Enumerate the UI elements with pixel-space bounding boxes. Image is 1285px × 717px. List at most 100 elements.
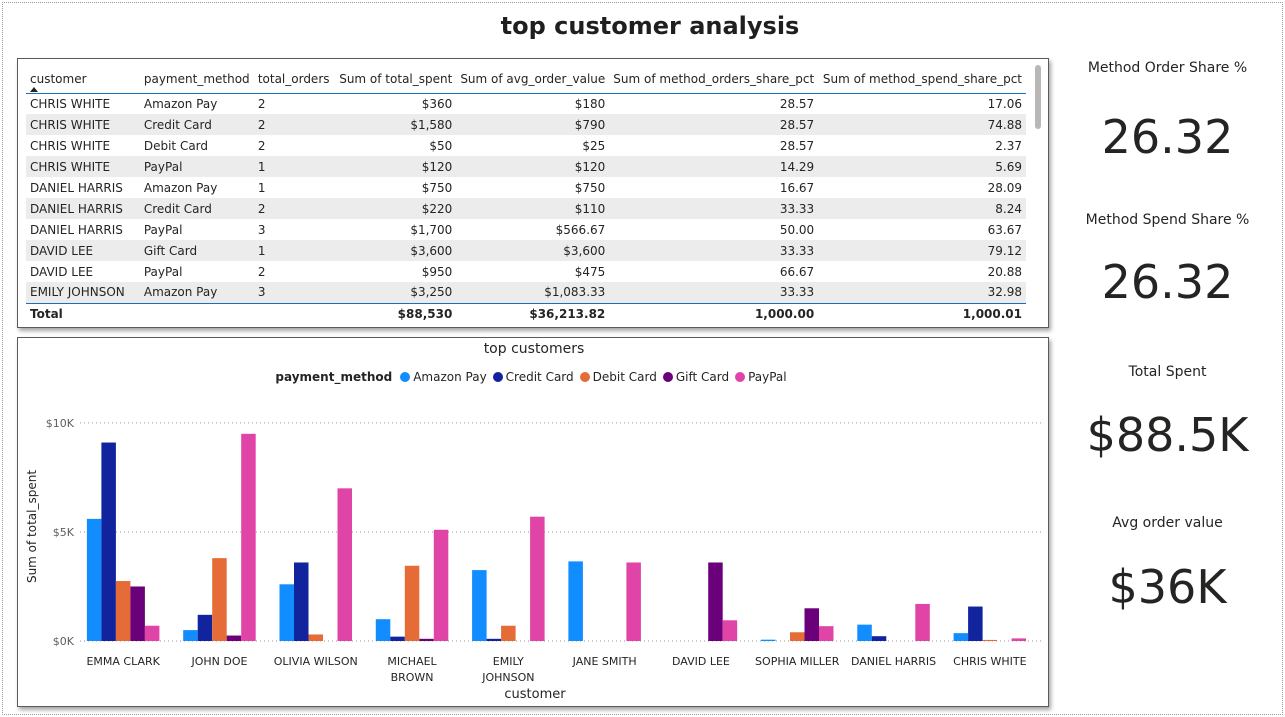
bar-amazon-pay (183, 630, 198, 641)
x-tick-label: BROWN (391, 671, 434, 684)
bar-gift-card (708, 562, 723, 641)
bar-debit-card (501, 625, 516, 641)
x-tick-label: DANIEL HARRIS (851, 655, 936, 668)
legend-item[interactable]: Credit Card (492, 370, 574, 384)
column-header-orders-share[interactable]: Sum of method_orders_share_pct (613, 71, 815, 86)
table-cell: DANIEL HARRIS (30, 180, 123, 195)
table-cell: $120 (456, 156, 610, 177)
table-cell: DAVID LEE (30, 264, 94, 279)
table-cell: 17.06 (987, 96, 1022, 111)
bar-debit-card (404, 565, 420, 641)
legend-dot-icon (662, 372, 673, 382)
y-tick-label: $0K (53, 635, 75, 648)
bar-credit-card (486, 638, 502, 641)
bar-paypal (337, 488, 352, 641)
x-tick-label: DAVID LEE (672, 655, 730, 668)
table-cell: $475 (574, 264, 606, 279)
legend-dot-icon (400, 372, 411, 382)
table-cell: Amazon Pay (143, 96, 218, 111)
top-customers-chart-visual[interactable]: $0K $5K $10K Sum of total_spent customer EMMA… (17, 337, 1049, 707)
table-cell: PayPal (143, 222, 183, 237)
x-tick-label: JANE SMITH (572, 655, 637, 668)
table-row[interactable]: CHRIS WHITE PayPal 1 $120 $120 14.29 5.69 (26, 156, 1026, 177)
table-cell: 14.29 (609, 156, 819, 177)
bar-debit-card (212, 558, 227, 641)
table-cell: 28.57 (609, 114, 819, 135)
y-tick-label: $10K (46, 417, 75, 430)
bar-credit-card (197, 614, 213, 641)
table-row[interactable]: CHRIS WHITE Amazon Pay 2 $360 $180 28.57 17.06 (26, 93, 1026, 114)
bar-paypal (819, 626, 834, 641)
bar-credit-card (390, 636, 405, 641)
column-header-spend-share[interactable]: Sum of method_spend_share_pct (822, 71, 1022, 86)
table-cell: 2 (257, 138, 266, 153)
table-cell: 8.24 (818, 198, 1026, 219)
table-row[interactable]: DAVID LEE Gift Card 1 $3,600 $3,600 33.33 79.1… (26, 240, 1026, 261)
table-scrollbar[interactable] (1035, 65, 1041, 129)
table-row[interactable]: CHRIS WHITE Credit Card 2 $1,580 $790 28.57 74… (26, 114, 1026, 135)
table-header-row: customer payment_method total_orders Sum… (26, 65, 1026, 93)
bar-amazon-pay (568, 561, 583, 641)
bar-amazon-pay (279, 584, 294, 641)
table-cell: $790 (456, 114, 610, 135)
table-cell: 2 (257, 96, 266, 111)
table-cell: $1,083.33 (456, 282, 610, 303)
table-cell: 50.00 (779, 222, 815, 237)
x-tick-label: SOPHIA MILLER (755, 655, 840, 668)
table-cell: $3,600 (334, 240, 457, 261)
legend-item[interactable]: Amazon Pay (400, 370, 487, 384)
table-cell: $1,700 (410, 222, 453, 237)
y-axis-title: Sum of total_spent (25, 470, 39, 583)
table-cell: 79.12 (818, 240, 1026, 261)
column-header-customer[interactable]: customer (26, 65, 140, 93)
table-cell: 2 (253, 198, 335, 219)
table-cell: $3,250 (334, 282, 457, 303)
column-header-payment-method[interactable]: payment_method (143, 71, 250, 86)
table-cell: 2 (253, 114, 335, 135)
legend-item[interactable]: Gift Card (662, 370, 729, 384)
x-tick-label: EMILY (493, 655, 524, 668)
customer-table-visual[interactable]: customer payment_method total_orders Sum… (17, 58, 1049, 328)
table-cell: Amazon Pay (139, 282, 254, 303)
legend-item[interactable]: PayPal (735, 370, 787, 384)
table-row[interactable]: EMILY JOHNSON Amazon Pay 3 $3,250 $1,083.33 3… (26, 282, 1026, 303)
bar-gift-card (419, 638, 434, 641)
column-header-total-spent[interactable]: Sum of total_spent (339, 71, 453, 86)
bar-paypal (1011, 638, 1027, 641)
table-cell: 33.33 (609, 282, 819, 303)
table-total-row: Total $88,530 $36,213.82 1,000.00 1,000.… (26, 303, 1026, 324)
table-row[interactable]: DAVID LEE PayPal 2 $950 $475 66.67 20.88 (26, 261, 1026, 282)
table-cell: $3,600 (456, 240, 610, 261)
table-cell: 20.88 (987, 264, 1022, 279)
bar-gift-card (130, 586, 145, 641)
legend-item[interactable]: Debit Card (579, 370, 657, 384)
table-row[interactable]: CHRIS WHITE Debit Card 2 $50 $25 28.57 2.37 (26, 135, 1026, 156)
column-header-total-orders[interactable]: total_orders (257, 71, 330, 86)
kpi-value-total-spent: $88.5K (1086, 408, 1249, 462)
total-spend-share-cell: 1,000.01 (962, 306, 1022, 321)
bar-debit-card (982, 639, 998, 641)
table-cell: 2 (257, 264, 266, 279)
table-cell: 74.88 (818, 114, 1026, 135)
table-cell: 63.67 (987, 222, 1022, 237)
table-row[interactable]: DANIEL HARRIS Amazon Pay 1 $750 $750 16.67 28.… (26, 177, 1026, 198)
table-cell: Amazon Pay (143, 180, 218, 195)
total-avg-order-cell: $36,213.82 (529, 306, 606, 321)
top-customers-chart: $0K $5K $10K Sum of total_spent customer EMMA… (25, 417, 1043, 702)
kpi-label-avg-order: Avg order value (1112, 515, 1223, 531)
table-row[interactable]: DANIEL HARRIS Credit Card 2 $220 $110 33.33 8.… (26, 198, 1026, 219)
bar-paypal (144, 625, 160, 641)
kpi-value-spend-share: 26.32 (1101, 255, 1234, 309)
table-row[interactable]: DANIEL HARRIS PayPal 3 $1,700 $566.67 50.00 63… (26, 219, 1026, 240)
table-cell: EMILY JOHNSON (26, 282, 140, 303)
bar-amazon-pay (953, 633, 969, 641)
bar-amazon-pay (86, 518, 102, 641)
table-cell: Credit Card (139, 198, 254, 219)
x-tick-label: OLIVIA WILSON (274, 655, 358, 668)
bar-credit-card (871, 636, 887, 641)
total-label: Total (30, 306, 63, 321)
total-spent-cell: $88,530 (397, 306, 453, 321)
legend-label: Credit Card (505, 370, 574, 384)
kpi-value-avg-order: $36K (1108, 560, 1227, 614)
column-header-avg-order-value[interactable]: Sum of avg_order_value (460, 71, 606, 86)
